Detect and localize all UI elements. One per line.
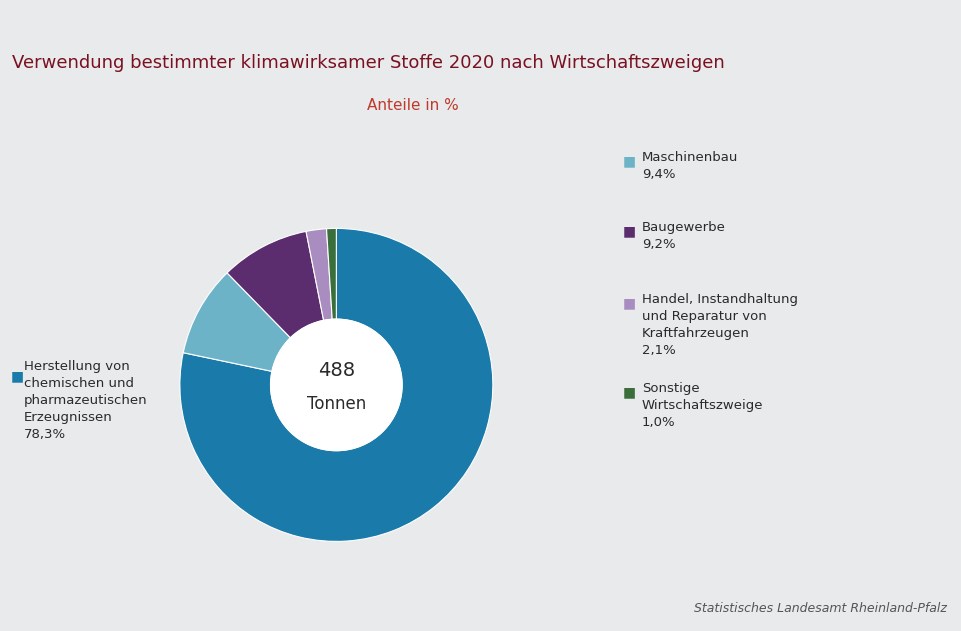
Text: Handel, Instandhaltung
und Reparatur von
Kraftfahrzeugen
2,1%: Handel, Instandhaltung und Reparatur von…	[642, 293, 798, 357]
Text: Baugewerbe
9,2%: Baugewerbe 9,2%	[642, 221, 726, 251]
Text: Anteile in %: Anteile in %	[367, 98, 459, 113]
Wedge shape	[180, 228, 493, 541]
Text: Statistisches Landesamt Rheinland-Pfalz: Statistisches Landesamt Rheinland-Pfalz	[694, 602, 947, 615]
Text: 488: 488	[318, 362, 355, 380]
Text: Maschinenbau
9,4%: Maschinenbau 9,4%	[642, 151, 738, 182]
Text: Verwendung bestimmter klimawirksamer Stoffe 2020 nach Wirtschaftszweigen: Verwendung bestimmter klimawirksamer Sto…	[12, 54, 725, 72]
Wedge shape	[227, 232, 324, 338]
Text: Herstellung von
chemischen und
pharmazeutischen
Erzeugnissen
78,3%: Herstellung von chemischen und pharmazeu…	[24, 360, 148, 441]
Circle shape	[271, 319, 402, 451]
Wedge shape	[306, 228, 333, 321]
Wedge shape	[184, 273, 290, 372]
Text: ■: ■	[11, 369, 24, 383]
Wedge shape	[327, 228, 336, 319]
Text: ■: ■	[623, 224, 636, 238]
Text: ■: ■	[623, 385, 636, 399]
Text: Sonstige
Wirtschaftszweige
1,0%: Sonstige Wirtschaftszweige 1,0%	[642, 382, 763, 428]
Text: ■: ■	[623, 155, 636, 168]
Text: Tonnen: Tonnen	[307, 394, 366, 413]
Text: ■: ■	[623, 297, 636, 310]
